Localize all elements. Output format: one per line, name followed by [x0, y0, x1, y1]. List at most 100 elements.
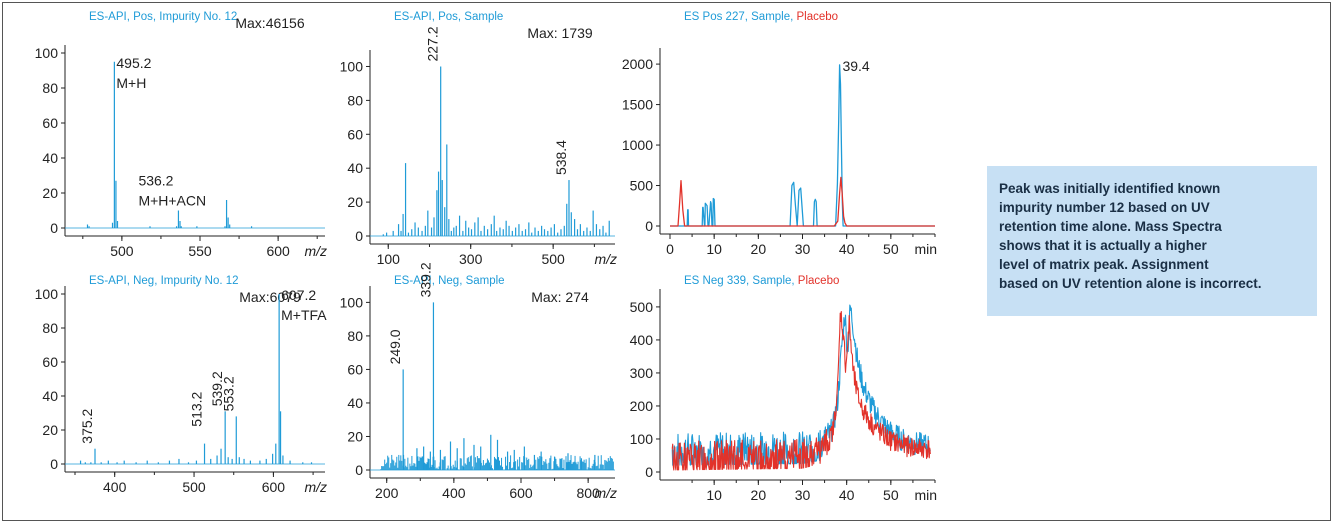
- x-tick-label: 500: [541, 251, 565, 267]
- peak-annotation-line: 495.2: [116, 55, 151, 71]
- chart-panel-pos-227-chromatogram: ES Pos 227, Sample, Placebo0500100015002…: [622, 11, 937, 257]
- x-tick-label: 10: [706, 487, 722, 503]
- x-tick-label: 800: [576, 485, 600, 501]
- y-tick-label: 100: [35, 45, 59, 61]
- chart-title-part: Placebo: [797, 11, 839, 23]
- chart-title: ES-API, Pos, Impurity No. 12: [89, 11, 237, 23]
- x-tick-label: 400: [442, 485, 466, 501]
- chart-title: ES Pos 227, Sample, Placebo: [684, 11, 838, 23]
- x-tick-label: 500: [110, 243, 134, 259]
- y-tick-label: 40: [347, 395, 363, 411]
- x-tick-label: 600: [266, 243, 290, 259]
- callout-line: impurity number 12 based on UV: [999, 200, 1210, 215]
- y-tick-label: 20: [42, 185, 58, 201]
- y-tick-label: 0: [50, 456, 58, 472]
- chart-panel-neg-sample: ES-API, Neg, Sample Max: 274 0 20 40 60 80 100 2…: [340, 262, 617, 501]
- chart-title-part: ES-API, Neg, Impurity No. 12: [89, 275, 239, 287]
- callout-line: based on UV retention alone is incorrect…: [999, 276, 1262, 291]
- x-tick-label: 20: [751, 241, 767, 257]
- x-axis-unit-label: m/z: [594, 251, 617, 267]
- x-tick-label: 100: [377, 251, 401, 267]
- max-intensity-label: Max:46156: [235, 15, 304, 31]
- chart-title: ES Neg 339, Sample, Placebo: [684, 275, 839, 287]
- y-tick-label: 1000: [622, 137, 653, 153]
- y-tick-label: 80: [347, 92, 363, 108]
- x-tick-label: 200: [375, 485, 399, 501]
- chart-title: ES-API, Neg, Sample: [394, 275, 505, 287]
- x-axis-unit-label: min: [914, 241, 937, 257]
- peak-annotation-line: M+TFA: [281, 307, 327, 323]
- peak-annotation: 607.2 M+TFA: [281, 287, 327, 323]
- x-tick-label: 30: [795, 487, 811, 503]
- x-tick-label: 20: [751, 487, 767, 503]
- x-axis-unit-label: min: [914, 487, 937, 503]
- y-tick-label: 80: [347, 328, 363, 344]
- x-tick-label: 600: [509, 485, 533, 501]
- y-tick-label: 100: [35, 286, 59, 302]
- peak-annotation: 375.2: [79, 408, 95, 443]
- x-tick-label: 550: [188, 243, 212, 259]
- y-tick-label: 20: [42, 422, 58, 438]
- callout-line: retention time alone. Mass Spectra: [999, 219, 1222, 234]
- chart-title-part: ES-API, Neg, Sample: [394, 275, 505, 287]
- x-axis-unit-label: m/z: [304, 479, 327, 495]
- peak-annotation-line: 39.4: [842, 58, 869, 74]
- y-tick-label: 400: [630, 332, 654, 348]
- peak-annotation: 339.2: [417, 262, 433, 297]
- x-tick-label: 300: [459, 251, 483, 267]
- x-axis-unit-label: m/z: [304, 243, 327, 259]
- peak-annotation: 553.2: [220, 376, 236, 411]
- x-tick-label: 600: [262, 479, 286, 495]
- peak-annotation: 495.2 M+H: [116, 55, 151, 91]
- series-line-placebo: [670, 176, 935, 227]
- peak-annotation: 539.2: [209, 371, 225, 406]
- peak-annotation: 227.2: [425, 26, 441, 61]
- chart-panel-neg-339-chromatogram: ES Neg 339, Sample, Placebo 0 100 200 300 400…: [630, 275, 937, 503]
- peak-annotation: 536.2 M+H+ACN: [138, 173, 206, 209]
- x-tick-label: 30: [795, 241, 811, 257]
- chart-title-part: ES Pos 227, Sample,: [684, 11, 797, 23]
- max-intensity-label: Max:6079: [239, 289, 301, 305]
- chart-title-part: ES-API, Pos, Impurity No. 12: [89, 11, 237, 23]
- y-tick-label: 500: [630, 299, 654, 315]
- y-tick-label: 60: [347, 361, 363, 377]
- x-tick-label: 50: [883, 241, 899, 257]
- x-axis-unit-label: m/z: [594, 485, 617, 501]
- chart-title-part: ES Neg 339, Sample,: [684, 275, 798, 287]
- y-tick-label: 40: [347, 160, 363, 176]
- y-tick-label: 0: [645, 218, 653, 234]
- y-tick-label: 60: [42, 115, 58, 131]
- y-tick-label: 500: [630, 178, 654, 194]
- y-tick-label: 0: [50, 220, 58, 236]
- x-tick-label: 50: [883, 487, 899, 503]
- y-tick-label: 100: [630, 431, 654, 447]
- peak-annotation: 538.4: [553, 140, 569, 175]
- y-tick-label: 0: [355, 462, 363, 478]
- max-intensity-label: Max: 1739: [527, 25, 593, 41]
- callout-box: Peak was initially identified known impu…: [987, 166, 1317, 316]
- peak-annotation: 39.4: [842, 58, 869, 74]
- series-line-placebo: [671, 310, 931, 471]
- y-tick-label: 40: [42, 150, 58, 166]
- chart-title-part: ES-API, Pos, Sample: [394, 11, 503, 23]
- x-tick-label: 10: [706, 241, 722, 257]
- peak-annotation-line: M+H: [116, 75, 146, 91]
- y-tick-label: 20: [347, 428, 363, 444]
- chart-title-part: Placebo: [798, 275, 840, 287]
- x-tick-label: 400: [103, 479, 127, 495]
- y-tick-label: 200: [630, 398, 654, 414]
- chart-title: ES-API, Neg, Impurity No. 12: [89, 275, 239, 287]
- y-tick-label: 100: [340, 58, 364, 74]
- y-tick-label: 300: [630, 365, 654, 381]
- y-tick-label: 80: [42, 320, 58, 336]
- y-tick-label: 60: [42, 354, 58, 370]
- y-tick-label: 2000: [622, 56, 653, 72]
- y-tick-label: 20: [347, 194, 363, 210]
- chart-panel-pos-sample: ES-API, Pos, Sample Max: 1739 0 20 40 60 80 100…: [340, 11, 617, 267]
- y-tick-label: 100: [340, 294, 364, 310]
- x-tick-label: 0: [666, 241, 674, 257]
- callout-line: level of matrix peak. Assignment: [999, 257, 1209, 272]
